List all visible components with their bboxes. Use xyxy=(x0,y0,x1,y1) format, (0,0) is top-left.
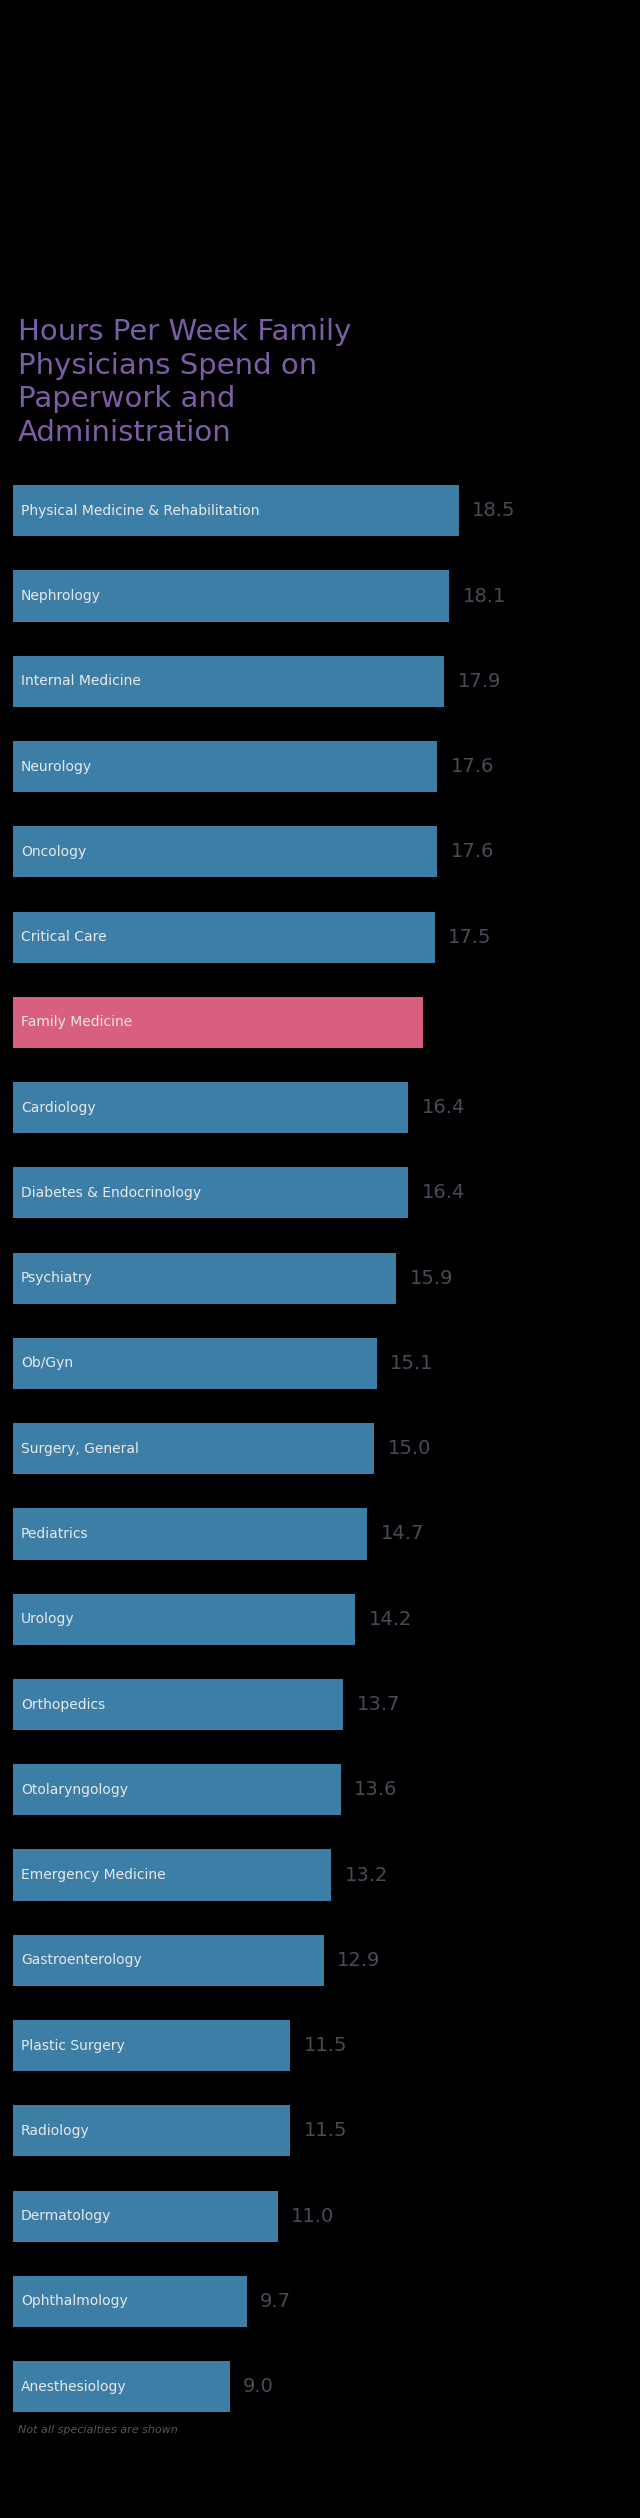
Text: Surgery, General: Surgery, General xyxy=(21,1443,139,1455)
Text: Ophthalmology: Ophthalmology xyxy=(21,2294,127,2309)
Bar xyxy=(13,1423,374,1476)
Text: Critical Care: Critical Care xyxy=(21,929,106,944)
Text: Cardiology: Cardiology xyxy=(21,1100,95,1115)
Bar xyxy=(13,2191,278,2241)
Text: Emergency Medicine: Emergency Medicine xyxy=(21,1868,165,1881)
Text: 17.5: 17.5 xyxy=(448,927,492,947)
Text: Psychiatry: Psychiatry xyxy=(21,1272,93,1284)
Text: Diabetes & Endocrinology: Diabetes & Endocrinology xyxy=(21,1186,201,1201)
Text: Ob/Gyn: Ob/Gyn xyxy=(21,1357,73,1370)
Text: Pediatrics: Pediatrics xyxy=(21,1526,88,1541)
Text: 11.5: 11.5 xyxy=(303,2037,347,2055)
Text: 16.4: 16.4 xyxy=(422,1098,465,1118)
Text: 15.9: 15.9 xyxy=(410,1269,453,1287)
Text: 17.6: 17.6 xyxy=(451,758,494,776)
Bar xyxy=(13,1168,408,1219)
Bar xyxy=(13,1680,343,1730)
Bar xyxy=(13,912,435,962)
Text: 16.4: 16.4 xyxy=(422,1183,465,1204)
Text: Internal Medicine: Internal Medicine xyxy=(21,675,141,687)
Text: Anesthesiology: Anesthesiology xyxy=(21,2380,127,2395)
Bar xyxy=(13,1337,377,1390)
Text: 9.0: 9.0 xyxy=(243,2377,274,2397)
Text: 18.5: 18.5 xyxy=(472,501,516,521)
Bar xyxy=(13,2362,230,2412)
Text: 17.6: 17.6 xyxy=(451,844,494,861)
Text: Oncology: Oncology xyxy=(21,846,86,859)
Bar xyxy=(13,2105,290,2155)
Text: Family Medicine: Family Medicine xyxy=(21,1015,132,1030)
Bar xyxy=(13,1251,396,1304)
Bar xyxy=(13,997,422,1047)
Text: 11.0: 11.0 xyxy=(291,2206,335,2226)
Bar xyxy=(13,740,437,793)
Text: 13.7: 13.7 xyxy=(356,1695,400,1715)
Bar xyxy=(13,486,459,536)
Text: 9.7: 9.7 xyxy=(260,2291,291,2312)
Text: Physical Medicine & Rehabilitation: Physical Medicine & Rehabilitation xyxy=(21,504,259,519)
Bar xyxy=(13,572,449,622)
Bar xyxy=(13,1594,355,1644)
Text: 15.1: 15.1 xyxy=(390,1355,434,1372)
Text: 13.6: 13.6 xyxy=(354,1780,397,1800)
Bar xyxy=(13,826,437,876)
Text: Neurology: Neurology xyxy=(21,760,92,773)
Text: 11.5: 11.5 xyxy=(303,2120,347,2140)
Text: 14.2: 14.2 xyxy=(369,1609,412,1629)
Text: Otolaryngology: Otolaryngology xyxy=(21,1783,128,1798)
Bar xyxy=(13,2019,290,2072)
Text: 13.2: 13.2 xyxy=(344,1866,388,1883)
Text: Not all specialties are shown: Not all specialties are shown xyxy=(18,2425,178,2435)
Text: 15.0: 15.0 xyxy=(388,1440,431,1458)
Text: Hours Per Week Family
Physicians Spend on
Paperwork and
Administration: Hours Per Week Family Physicians Spend o… xyxy=(18,317,351,446)
Text: Dermatology: Dermatology xyxy=(21,2208,111,2223)
Text: Orthopedics: Orthopedics xyxy=(21,1697,105,1712)
Text: 18.1: 18.1 xyxy=(463,587,506,604)
Bar xyxy=(13,1934,324,1987)
Bar xyxy=(13,2276,246,2327)
Bar xyxy=(13,1848,331,1901)
Text: Radiology: Radiology xyxy=(21,2123,90,2138)
Text: Nephrology: Nephrology xyxy=(21,589,101,602)
Bar xyxy=(13,1765,340,1815)
Bar xyxy=(13,1508,367,1559)
Text: 12.9: 12.9 xyxy=(337,1951,381,1969)
Text: 17.9: 17.9 xyxy=(458,672,501,690)
Bar xyxy=(13,1083,408,1133)
Text: 14.7: 14.7 xyxy=(381,1523,424,1544)
Text: Gastroenterology: Gastroenterology xyxy=(21,1954,141,1967)
Bar xyxy=(13,655,444,708)
Text: Plastic Surgery: Plastic Surgery xyxy=(21,2040,125,2052)
Text: Urology: Urology xyxy=(21,1612,74,1627)
